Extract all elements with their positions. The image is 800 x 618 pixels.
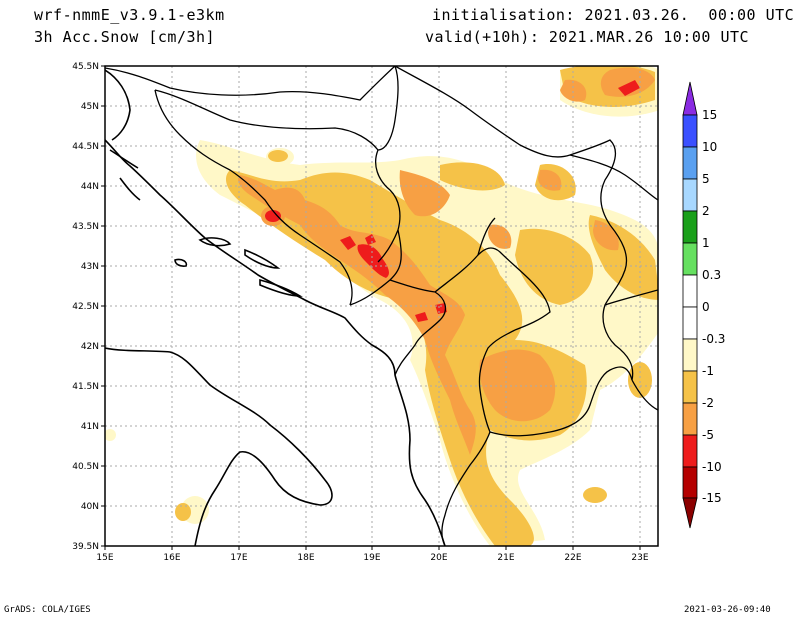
lat-label: 43.5N xyxy=(72,222,99,232)
lat-label: 40N xyxy=(81,502,99,512)
colorbar-top-arrow xyxy=(682,81,698,116)
lat-label: 40.5N xyxy=(72,462,99,472)
lon-label: 15E xyxy=(96,553,113,563)
colorbar-label: 5 xyxy=(702,172,710,186)
coastlines xyxy=(105,69,446,546)
footer-timestamp: 2021-03-26-09:40 xyxy=(684,605,771,615)
colorbar-segment xyxy=(682,402,698,436)
model-title: wrf-nmmE_v3.9.1-e3km xyxy=(34,6,225,24)
colorbar-label: 0 xyxy=(702,300,710,314)
lon-label: 21E xyxy=(497,553,514,563)
lat-label: 43N xyxy=(81,262,99,272)
colorbar-segment xyxy=(682,466,698,499)
init-time: initialisation: 2021.03.26. 00:00 UTC xyxy=(432,6,795,24)
colorbar-label: -1 xyxy=(702,364,714,378)
lat-label: 42.5N xyxy=(72,302,99,312)
lat-label: 41.5N xyxy=(72,382,99,392)
lon-label: 18E xyxy=(297,553,314,563)
colorbar-segment xyxy=(682,242,698,276)
lat-label: 44N xyxy=(81,182,99,192)
colorbar-segment xyxy=(682,114,698,148)
lat-labels: 45.5N 45N 44.5N 44N 43.5N 43N 42.5N 42N … xyxy=(72,62,99,552)
colorbar-label: 10 xyxy=(702,140,717,154)
lat-label: 41N xyxy=(81,422,99,432)
footer-credit: GrADS: COLA/IGES xyxy=(4,605,91,615)
colorbar-label: 0.3 xyxy=(702,268,721,282)
lon-label: 17E xyxy=(230,553,247,563)
colorbar-label: 15 xyxy=(702,108,717,122)
country-borders xyxy=(105,66,658,546)
axis-ticks xyxy=(101,65,641,550)
colorbar-segment xyxy=(682,146,698,180)
valid-time: valid(+10h): 2021.MAR.26 10:00 UTC xyxy=(425,28,750,46)
colorbar-label: -0.3 xyxy=(702,332,725,346)
lon-label: 19E xyxy=(363,553,380,563)
snow-field xyxy=(105,66,658,546)
lat-label: 45N xyxy=(81,102,99,112)
lon-label: 23E xyxy=(631,553,648,563)
lon-labels: 15E 16E 17E 18E 19E 20E 21E 22E 23E xyxy=(96,553,648,563)
colorbar-label: 1 xyxy=(702,236,710,250)
lon-label: 22E xyxy=(564,553,581,563)
colorbar-label: -15 xyxy=(702,491,722,505)
colorbar-segment xyxy=(682,178,698,212)
lat-label: 44.5N xyxy=(72,142,99,152)
colorbar-label: -2 xyxy=(702,396,714,410)
colorbar-segment xyxy=(682,306,698,340)
colorbar-segment xyxy=(682,434,698,468)
colorbar-segment xyxy=(682,338,698,372)
colorbar-label: -10 xyxy=(702,460,722,474)
field-title: 3h Acc.Snow [cm/3h] xyxy=(34,28,216,46)
lat-label: 45.5N xyxy=(72,62,99,72)
lat-label: 42N xyxy=(81,342,99,352)
colorbar-segment xyxy=(682,274,698,308)
colorbar-segment xyxy=(682,210,698,244)
lon-label: 20E xyxy=(430,553,447,563)
colorbar: 15 10 5 2 1 0.3 0 -0.3 -1 -2 -5 -10 -15 xyxy=(682,81,725,529)
colorbar-bottom-arrow xyxy=(682,497,698,529)
lat-label: 39.5N xyxy=(72,542,99,552)
colorbar-label: -5 xyxy=(702,428,714,442)
graticule xyxy=(105,66,658,546)
colorbar-label: 2 xyxy=(702,204,710,218)
lon-label: 16E xyxy=(163,553,180,563)
colorbar-segment xyxy=(682,370,698,404)
